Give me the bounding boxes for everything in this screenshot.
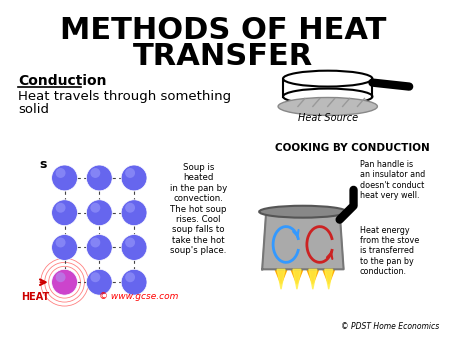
Circle shape	[56, 272, 66, 282]
Polygon shape	[262, 212, 344, 269]
Text: Heat travels through something: Heat travels through something	[18, 90, 231, 103]
Circle shape	[121, 200, 147, 225]
Circle shape	[125, 272, 135, 282]
Ellipse shape	[259, 206, 346, 218]
Text: COOKING BY CONDUCTION: COOKING BY CONDUCTION	[275, 143, 430, 153]
Text: Conduction: Conduction	[18, 74, 106, 88]
Circle shape	[90, 168, 100, 178]
Polygon shape	[309, 269, 317, 289]
Circle shape	[86, 200, 112, 225]
Circle shape	[121, 165, 147, 191]
Polygon shape	[291, 269, 303, 284]
Text: TRANSFER: TRANSFER	[133, 42, 314, 71]
Polygon shape	[277, 269, 285, 289]
Polygon shape	[275, 269, 287, 284]
Text: METHODS OF HEAT: METHODS OF HEAT	[60, 17, 387, 45]
Circle shape	[121, 235, 147, 260]
Ellipse shape	[278, 97, 378, 115]
Circle shape	[56, 203, 66, 213]
Circle shape	[121, 269, 147, 295]
Circle shape	[86, 165, 112, 191]
Circle shape	[125, 238, 135, 247]
Circle shape	[125, 168, 135, 178]
Polygon shape	[293, 269, 301, 289]
Circle shape	[52, 269, 77, 295]
Text: Pan handle is
an insulator and
doesn't conduct
heat very well.: Pan handle is an insulator and doesn't c…	[360, 160, 425, 200]
Text: Heat Source: Heat Source	[297, 113, 358, 123]
Circle shape	[52, 200, 77, 225]
Text: solid: solid	[18, 103, 49, 116]
Circle shape	[90, 272, 100, 282]
Text: © PDST Home Economics: © PDST Home Economics	[341, 322, 439, 331]
Polygon shape	[323, 269, 335, 284]
Circle shape	[86, 269, 112, 295]
Text: Heat energy
from the stove
is transferred
to the pan by
conduction.: Heat energy from the stove is transferre…	[360, 225, 419, 276]
Circle shape	[52, 235, 77, 260]
Circle shape	[90, 203, 100, 213]
Circle shape	[56, 238, 66, 247]
Text: HEAT: HEAT	[21, 292, 49, 302]
Circle shape	[52, 165, 77, 191]
Circle shape	[86, 235, 112, 260]
Polygon shape	[325, 269, 333, 289]
Text: Soup is
heated
in the pan by
convection.
The hot soup
rises. Cool
soup falls to
: Soup is heated in the pan by convection.…	[170, 163, 227, 255]
Text: © www.gcse.com: © www.gcse.com	[99, 292, 179, 301]
Polygon shape	[307, 269, 319, 284]
Circle shape	[90, 238, 100, 247]
Text: s: s	[39, 158, 46, 171]
Circle shape	[125, 203, 135, 213]
Circle shape	[56, 168, 66, 178]
